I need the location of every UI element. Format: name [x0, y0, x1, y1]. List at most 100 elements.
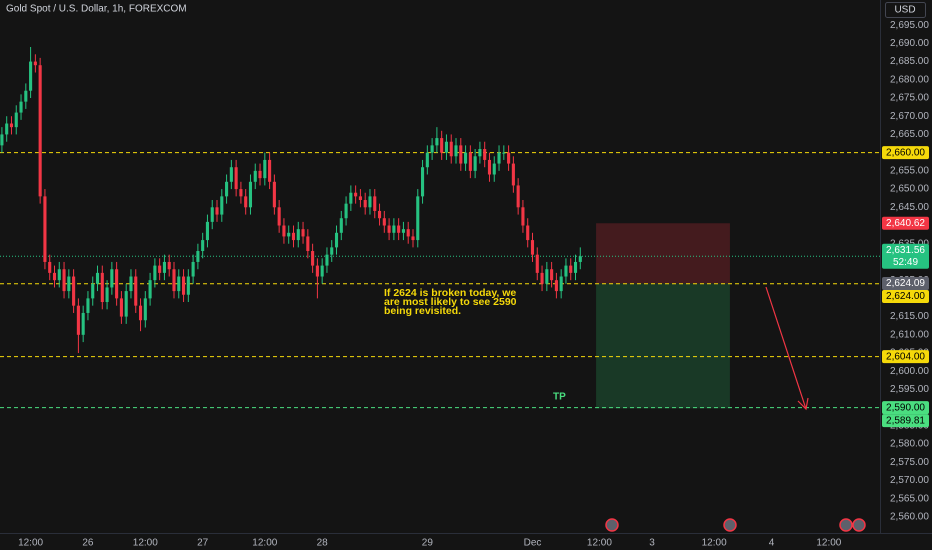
candle-body	[287, 232, 291, 237]
candle-body	[382, 218, 386, 226]
candle-body	[468, 152, 472, 171]
y-tick-label: 2,675.00	[890, 93, 929, 104]
candle-body	[81, 312, 85, 335]
candle-body	[530, 240, 535, 255]
candle-body	[52, 272, 57, 281]
candle-body	[272, 181, 276, 208]
candle-body	[573, 261, 578, 273]
candle-body	[320, 265, 324, 277]
event-icons	[605, 518, 866, 532]
event-icon[interactable]	[723, 518, 737, 532]
candle-body	[416, 196, 420, 241]
candle-body	[420, 167, 425, 197]
candle-body	[334, 232, 339, 248]
candle-body	[38, 65, 42, 197]
candle-body	[100, 272, 104, 303]
candle-body	[210, 207, 214, 222]
candle-body	[220, 196, 224, 215]
candle-body	[129, 276, 133, 292]
x-tick-label: 12:00	[18, 538, 43, 549]
candle-body	[435, 138, 439, 146]
candle-body	[325, 254, 329, 266]
event-icon[interactable]	[852, 518, 866, 532]
price-tag-label: 2,604.00	[886, 351, 925, 362]
candle-body	[148, 280, 152, 299]
candle-body	[43, 196, 47, 262]
y-tick-label: 2,570.00	[890, 475, 929, 486]
price-tag	[882, 350, 929, 364]
candle-body	[315, 265, 319, 277]
candle-body	[377, 210, 382, 219]
price-tag-label: 2,624.09	[886, 278, 925, 289]
y-tick-label: 2,565.00	[890, 493, 929, 504]
x-tick-label: 3	[649, 538, 655, 549]
plot	[0, 46, 880, 409]
candle-body	[177, 276, 181, 292]
candle-body	[564, 265, 568, 277]
candle-body	[569, 265, 573, 273]
candle-body	[72, 276, 76, 306]
candle-body	[526, 225, 530, 241]
x-tick-label: 12:00	[816, 538, 841, 549]
candle-body	[550, 269, 554, 281]
candle-body	[76, 305, 80, 335]
candle-body	[330, 247, 334, 255]
candle-body	[397, 225, 401, 233]
candle-body	[483, 149, 487, 160]
candle-body	[33, 61, 37, 66]
candle-body	[559, 276, 563, 292]
price-tag	[882, 289, 929, 303]
y-tick-label: 2,615.00	[890, 311, 929, 322]
event-icon[interactable]	[839, 518, 853, 532]
candle-body	[545, 269, 549, 284]
candle-body	[487, 159, 492, 175]
candle-body	[296, 229, 300, 241]
candle-body	[368, 196, 372, 208]
candle-body	[153, 265, 157, 281]
candle-body	[29, 61, 33, 91]
y-tick-label: 2,665.00	[890, 129, 929, 140]
candle-body	[234, 167, 238, 190]
candle-body	[253, 170, 257, 182]
candle-body	[373, 196, 377, 211]
arrow-shaft	[765, 286, 807, 410]
candle-body	[473, 156, 477, 171]
price-tag-label: 2,589.81	[886, 415, 925, 426]
candle-body	[191, 261, 195, 277]
x-tick-label: 12:00	[133, 538, 158, 549]
y-tick-label: 2,695.00	[890, 20, 929, 31]
annotation: If 2624 is broken today, we are most lik…	[384, 287, 517, 317]
y-tick-label: 2,655.00	[890, 166, 929, 177]
candle-body	[105, 287, 109, 303]
x-tick-label: 4	[769, 538, 775, 549]
y-tick-label: 2,600.00	[890, 366, 929, 377]
stop-zone	[596, 223, 730, 284]
candle-body	[162, 261, 166, 273]
candle-body	[110, 269, 114, 288]
annotation-line: If 2624 is broken today, we	[384, 287, 516, 299]
price-tag-label: 2,624.00	[886, 291, 925, 302]
candle-body	[459, 145, 463, 164]
target-zone	[596, 283, 730, 409]
candle-body	[392, 225, 396, 233]
event-icon[interactable]	[605, 518, 619, 532]
y-tick-label: 2,610.00	[890, 329, 929, 340]
y-tick-label: 2,645.00	[890, 202, 929, 213]
candle-body	[502, 152, 506, 154]
price-tag	[882, 414, 929, 428]
price-tag-label: 52:49	[893, 257, 918, 268]
candle-body	[24, 90, 28, 102]
candle-body	[306, 236, 310, 252]
currency-box[interactable]	[885, 2, 926, 18]
candle-body	[239, 189, 243, 197]
candle-body	[124, 291, 128, 317]
candle-body	[444, 141, 449, 153]
candle-body	[339, 218, 343, 233]
price-tag-label: 2,631.56	[886, 245, 925, 256]
candle-body	[497, 152, 501, 164]
chart-title: Gold Spot / U.S. Dollar, 1h, FOREXCOM	[6, 4, 187, 15]
candle-body	[181, 276, 186, 295]
candle-body	[344, 203, 348, 219]
